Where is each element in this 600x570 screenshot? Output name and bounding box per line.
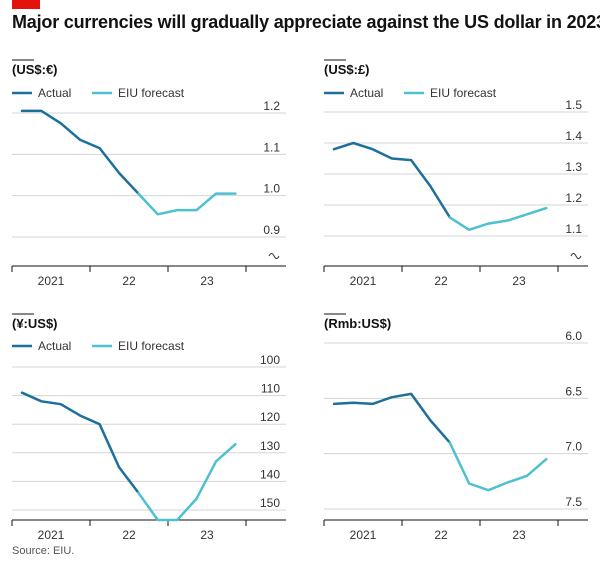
legend-label-actual: Actual [350,86,383,100]
y-tick-label: 1.0 [263,182,280,196]
x-tick-label: 22 [434,528,448,542]
x-tick-label: 2021 [350,274,377,288]
axis-break-icon [268,253,280,259]
x-tick-label: 22 [122,274,136,288]
y-tick-label: 130 [260,439,280,453]
y-tick-label: 1.2 [263,99,280,113]
y-tick-label: 1.2 [565,191,582,205]
x-tick-label: 2021 [38,528,65,542]
x-tick-label: 23 [512,274,526,288]
x-tick-label: 2021 [350,528,377,542]
series-line-forecast [137,442,237,522]
x-tick-label: 22 [122,528,136,542]
y-tick-label: 6.0 [565,329,582,343]
y-tick-label: 1.1 [565,222,582,236]
y-tick-label: 100 [260,353,280,367]
panel-title: (US$:€) [12,62,58,77]
brand-rectangle [12,0,40,9]
y-tick-label: 7.5 [565,495,582,509]
x-tick-label: 23 [200,528,214,542]
axis-break-icon [570,253,582,259]
y-tick-label: 1.5 [565,98,582,112]
series-line-actual [20,109,140,195]
chart-title: Major currencies will gradually apprecia… [12,12,600,32]
series-line-actual [332,392,452,444]
y-tick-label: 1.1 [263,140,280,154]
y-tick-label: 120 [260,410,280,424]
legend-label-forecast: EIU forecast [430,86,497,100]
y-tick-label: 140 [260,467,280,481]
series-line-actual [20,391,140,495]
y-tick-label: 150 [260,496,280,510]
series-line-forecast [137,192,237,216]
series-line-forecast [448,206,548,232]
x-tick-label: 2021 [38,274,65,288]
panel-title: (US$:£) [324,62,370,77]
legend-label-forecast: EIU forecast [118,339,185,353]
panel-title: (Rmb:US$) [324,316,391,331]
x-tick-label: 23 [512,528,526,542]
x-tick-label: 23 [200,274,214,288]
legend-label-forecast: EIU forecast [118,86,185,100]
x-tick-label: 22 [434,274,448,288]
y-tick-label: 1.4 [565,129,582,143]
y-tick-label: 7.0 [565,440,582,454]
panel-title: (¥:US$) [12,316,58,331]
series-line-actual [332,141,452,219]
legend-label-actual: Actual [38,86,71,100]
series-line-forecast [448,441,548,492]
y-tick-label: 110 [261,382,280,396]
source-note: Source: EIU. [12,545,75,557]
y-tick-label: 0.9 [263,223,280,237]
y-tick-label: 6.5 [565,384,582,398]
legend-label-actual: Actual [38,339,71,353]
y-tick-label: 1.3 [565,160,582,174]
